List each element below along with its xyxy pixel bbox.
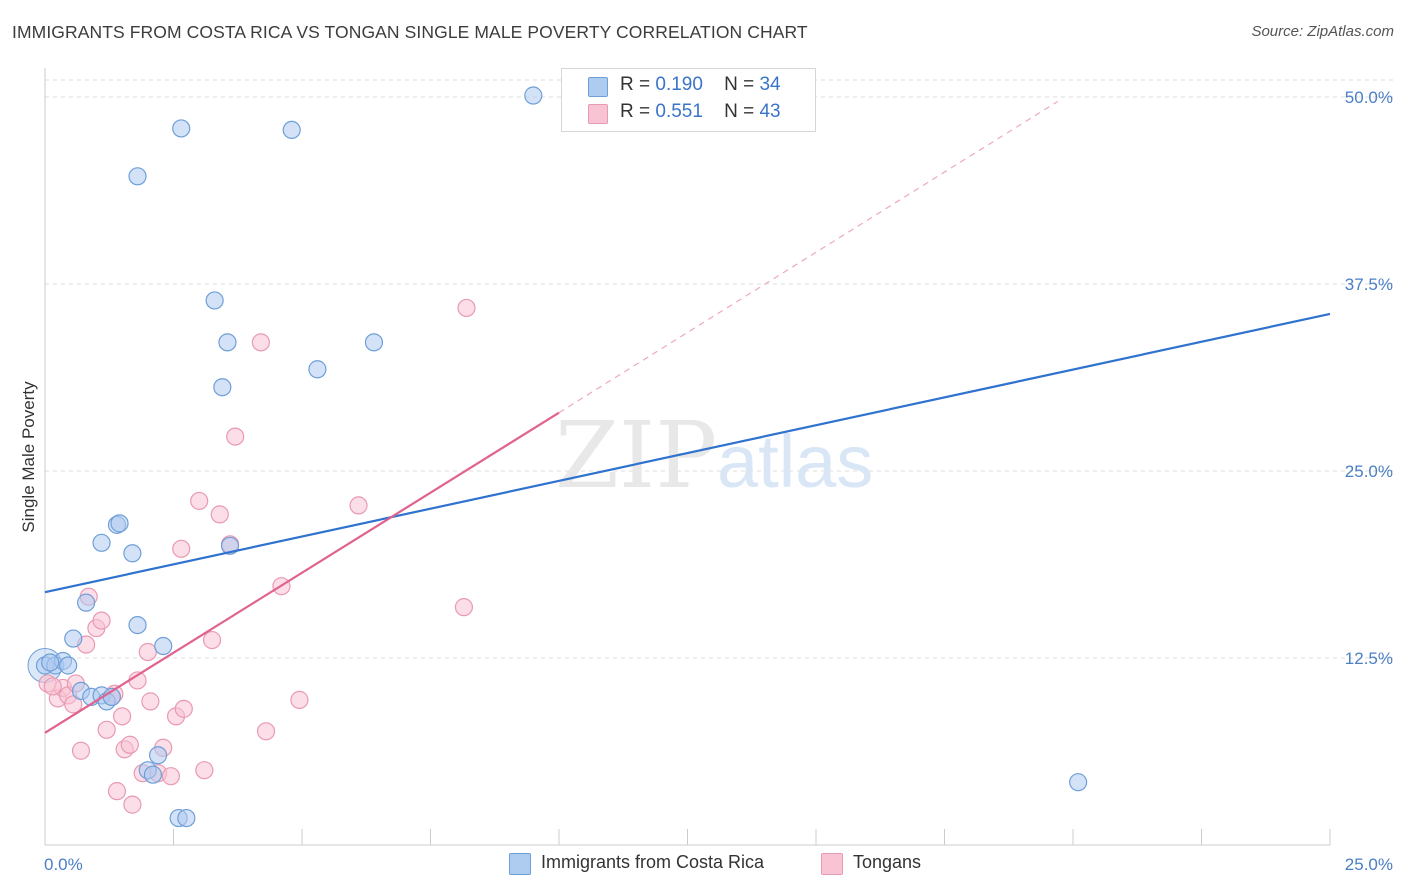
data-point-tongans	[457, 298, 476, 318]
data-point-tongans	[172, 539, 191, 558]
x-tick-label: 25.0%	[1345, 855, 1393, 874]
data-point-costa-rica	[92, 533, 111, 552]
y-tick-label: 25.0%	[1345, 462, 1393, 481]
data-point-costa-rica	[128, 167, 147, 186]
data-point-costa-rica	[59, 656, 78, 675]
data-point-tongans	[123, 795, 142, 814]
data-point-costa-rica	[524, 86, 543, 105]
data-point-tongans	[138, 642, 157, 662]
data-point-tongans	[202, 630, 222, 650]
x-tick-label: 0.0%	[44, 855, 83, 874]
trend-line-tongans-extension	[558, 100, 1058, 414]
data-point-costa-rica	[282, 120, 301, 140]
data-point-tongans	[120, 735, 139, 754]
data-point-costa-rica	[1069, 773, 1088, 792]
legend-r-label: R =	[620, 74, 651, 95]
data-point-costa-rica	[41, 653, 60, 672]
data-point-tongans	[64, 695, 83, 714]
data-points	[27, 86, 1088, 828]
data-point-costa-rica	[154, 636, 173, 656]
y-tick-label: 12.5%	[1345, 649, 1393, 668]
watermark-atlas: atlas	[717, 420, 873, 503]
data-point-tongans	[251, 333, 270, 352]
legend-r-label: R =	[620, 101, 651, 122]
grid-lines	[45, 79, 1395, 659]
data-point-tongans	[454, 598, 474, 617]
data-point-tongans	[43, 677, 62, 696]
y-tick-label: 50.0%	[1345, 88, 1393, 107]
legend-r-value: 0.551	[655, 101, 703, 122]
legend-n-label: N =	[724, 74, 755, 95]
source-label: Source: ZipAtlas.com	[1251, 23, 1394, 40]
bottom-legend-label-tongans: Tongans	[853, 852, 922, 872]
data-point-tongans	[226, 427, 245, 446]
legend-n-label: N =	[724, 101, 755, 122]
watermark-zip: ZIP	[555, 402, 717, 509]
data-point-tongans	[161, 767, 181, 786]
data-point-costa-rica	[220, 536, 240, 555]
stats-legend: R = 0.190 N = 34 R = 0.551 N = 43	[561, 68, 816, 132]
trend-line-costa-rica	[44, 312, 1331, 594]
trend-lines	[44, 100, 1331, 734]
chart-title: IMMIGRANTS FROM COSTA RICA VS TONGAN SIN…	[12, 22, 808, 42]
data-point-tongans	[290, 690, 309, 709]
data-point-tongans	[141, 692, 160, 711]
data-point-costa-rica	[213, 378, 232, 397]
data-point-tongans	[112, 707, 132, 726]
y-tick-label: 37.5%	[1345, 275, 1393, 294]
data-point-costa-rica	[128, 615, 147, 635]
data-point-tongans	[195, 761, 214, 780]
data-point-tongans	[190, 491, 209, 511]
data-point-tongans	[256, 722, 276, 741]
data-point-tongans	[92, 611, 111, 630]
data-point-costa-rica	[218, 333, 237, 352]
bottom-legend-swatch-costa-rica	[509, 853, 531, 875]
data-point-costa-rica	[205, 291, 224, 310]
data-point-tongans	[210, 505, 229, 524]
data-point-costa-rica	[110, 514, 129, 533]
axes	[44, 68, 1331, 846]
data-point-tongans	[174, 699, 193, 718]
legend-n-value: 43	[759, 101, 781, 122]
bottom-legend-label-costa-rica: Immigrants from Costa Rica	[541, 852, 765, 872]
data-point-costa-rica	[64, 629, 83, 648]
data-point-costa-rica	[123, 544, 142, 563]
data-point-costa-rica	[172, 119, 191, 138]
data-point-costa-rica	[308, 360, 327, 379]
legend-swatch-costa-rica	[588, 77, 608, 97]
data-point-costa-rica	[364, 333, 384, 352]
data-point-tongans	[71, 741, 91, 760]
legend-n-value: 34	[759, 74, 781, 95]
data-point-tongans	[97, 720, 116, 739]
data-point-tongans	[107, 782, 127, 801]
y-axis-label: Single Male Poverty	[19, 381, 38, 533]
data-point-costa-rica	[77, 593, 96, 612]
legend-r-value: 0.190	[655, 74, 703, 95]
data-point-tongans	[349, 496, 368, 515]
data-point-costa-rica	[177, 808, 196, 828]
trend-line-tongans	[44, 411, 560, 734]
tick-labels: 12.5% 25.0% 37.5% 50.0% 0.0% 25.0%	[44, 88, 1393, 874]
data-point-costa-rica	[143, 765, 163, 784]
legend-swatch-tongans	[588, 104, 608, 124]
bottom-legend-swatch-tongans	[821, 853, 843, 875]
data-point-costa-rica	[148, 746, 168, 765]
watermark: ZIP atlas	[555, 402, 873, 509]
